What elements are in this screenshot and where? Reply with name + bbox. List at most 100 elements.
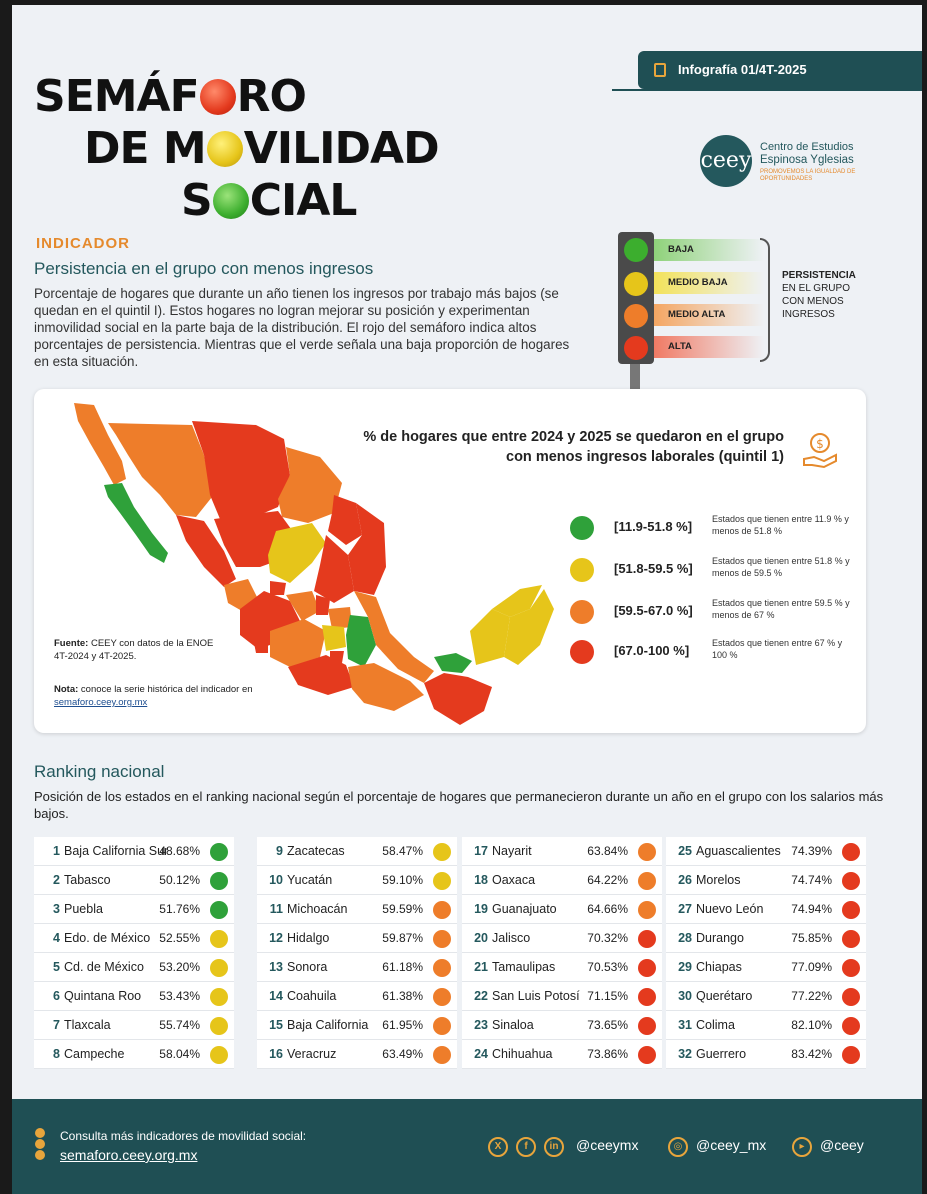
status-dot-icon [433,1046,451,1064]
rank-number: 26 [678,873,692,887]
table-row: 6 Quintana Roo 53.43% [34,982,234,1011]
lamp-yellow [624,272,648,296]
document-icon [654,63,666,77]
rank-number: 20 [474,931,488,945]
state-name: Tamaulipas [492,960,556,974]
status-dot-icon [433,843,451,861]
state-name: Veracruz [287,1047,337,1061]
table-row: 26 Morelos 74.74% [666,866,866,895]
status-dot-icon [842,843,860,861]
logo-text: S [181,175,213,226]
rank-number: 1 [53,844,60,858]
state-michoacan [270,619,326,667]
state-value: 77.09% [791,960,832,974]
table-row: 2 Tabasco 50.12% [34,866,234,895]
rank-number: 24 [474,1047,488,1061]
youtube-icon[interactable]: ▸ [792,1137,812,1157]
state-name: Oaxaca [492,873,536,887]
red-light-icon [199,79,236,115]
rank-number: 31 [678,1018,692,1032]
legend-range: [11.9-51.8 %] [614,519,693,534]
traffic-light-small-icon [34,1127,46,1163]
state-value: 73.65% [587,1018,628,1032]
infografia-label: Infografía 01/4T-2025 [678,62,807,77]
footer-link[interactable]: semaforo.ceey.org.mx [60,1147,198,1163]
status-dot-icon [638,988,656,1006]
legend-description: Estados que tienen entre 11.9 % y menos … [712,514,849,536]
ceey-logo: ceey Centro de Estudios Espinosa Yglesia… [700,135,920,195]
state-name: Cd. de México [64,960,144,974]
status-dot-icon [210,959,228,977]
level-alta: ALTA [654,336,764,358]
persistencia-bold: PERSISTENCIA [782,270,856,281]
status-dot-icon [433,988,451,1006]
linkedin-icon[interactable]: in [544,1137,564,1157]
state-name: Tlaxcala [64,1018,111,1032]
state-name: Nuevo León [696,902,764,916]
source-text: CEEY con datos de la ENOE 4T-2024 y 4T-2… [54,638,214,662]
ranking-column: 17 Nayarit 63.84% 18 Oaxaca 64.22% 19 Guanajuat… [462,837,662,1069]
rank-number: 7 [53,1018,60,1032]
state-veracruz [354,591,434,683]
ceey-mark-icon: ceey [700,135,752,187]
status-dot-icon [433,930,451,948]
x-icon[interactable]: X [488,1137,508,1157]
status-dot-icon [210,1046,228,1064]
note-link[interactable]: semaforo.ceey.org.mx [54,697,148,708]
table-row: 7 Tlaxcala 55.74% [34,1011,234,1040]
state-campeche [470,609,510,665]
status-dot-icon [842,1046,860,1064]
rank-number: 8 [53,1047,60,1061]
instagram-icon[interactable]: ◎ [668,1137,688,1157]
table-row: 27 Nuevo León 74.94% [666,895,866,924]
state-value: 70.32% [587,931,628,945]
status-dot-icon [842,1017,860,1035]
state-coahuila [278,447,342,523]
map-source: Fuente: CEEY con datos de la ENOE 4T-202… [54,637,224,663]
state-value: 61.38% [382,989,423,1003]
handle-youtube[interactable]: @ceey [820,1137,864,1153]
handle-ceeymx[interactable]: @ceeymx [576,1137,639,1153]
legend-description: Estados que tienen entre 67 % y 100 % [712,638,843,660]
state-name: Durango [696,931,744,945]
legend-description: Estados que tienen entre 59.5 % y menos … [712,598,850,620]
rank-number: 16 [269,1047,283,1061]
state-name: Yucatán [287,873,333,887]
state-value: 73.86% [587,1047,628,1061]
source-label: Fuente: [54,638,89,649]
note-text: conoce la serie histórica del indicador … [80,684,253,695]
state-colima [254,641,268,653]
state-san-luis-potosi [314,535,354,603]
table-row: 30 Querétaro 77.22% [666,982,866,1011]
orange-dot-icon [570,600,594,624]
green-light-icon [212,183,249,219]
rank-number: 22 [474,989,488,1003]
legend-range: [51.8-59.5 %] [614,561,693,576]
state-value: 51.76% [159,902,200,916]
state-cdmx [334,637,342,645]
state-value: 82.10% [791,1018,832,1032]
state-value: 61.95% [382,1018,423,1032]
table-row: 28 Durango 75.85% [666,924,866,953]
state-aguascalientes [270,581,286,595]
status-dot-icon [210,930,228,948]
level-baja: BAJA [654,239,764,261]
facebook-icon[interactable]: f [516,1137,536,1157]
state-value: 64.22% [587,873,628,887]
state-value: 48.68% [159,844,200,858]
table-row: 5 Cd. de México 53.20% [34,953,234,982]
table-row: 21 Tamaulipas 70.53% [462,953,662,982]
rank-number: 14 [269,989,283,1003]
state-guerrero [288,655,354,695]
state-guanajuato [286,591,320,621]
state-value: 58.47% [382,844,423,858]
state-value: 59.59% [382,902,423,916]
state-value: 70.53% [587,960,628,974]
status-dot-icon [638,843,656,861]
rank-number: 19 [474,902,488,916]
state-name: Querétaro [696,989,753,1003]
table-row: 31 Colima 82.10% [666,1011,866,1040]
handle-instagram[interactable]: @ceey_mx [696,1137,767,1153]
level-medio-alta: MEDIO ALTA [654,304,764,326]
level-medio-baja: MEDIO BAJA [654,272,764,294]
